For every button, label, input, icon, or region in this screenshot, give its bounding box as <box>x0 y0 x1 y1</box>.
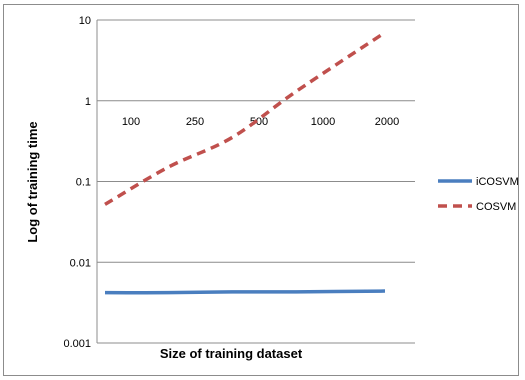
x-axis-title: Size of training dataset <box>160 346 303 361</box>
series-lines <box>104 31 386 295</box>
grid-lines <box>96 19 415 344</box>
legend-label: COSVM <box>476 201 516 213</box>
y-tick-label: 0.01 <box>70 257 91 269</box>
legend: iCOSVM COSVM <box>438 176 519 213</box>
series-line-icosvm <box>104 289 386 295</box>
x-tick-label: 100 <box>122 116 140 128</box>
x-axis-ticks: 100 250 500 1000 2000 <box>122 116 399 128</box>
x-tick-label: 1000 <box>311 116 335 128</box>
chart-frame <box>3 4 519 376</box>
x-tick-label: 250 <box>186 116 204 128</box>
series-line-cosvm <box>104 31 386 206</box>
legend-label: iCOSVM <box>476 176 519 188</box>
x-tick-label: 500 <box>250 116 268 128</box>
y-axis-ticks: 10 1 0.1 0.01 0.001 <box>63 15 91 350</box>
y-tick-label: 1 <box>85 96 91 108</box>
y-tick-label: 10 <box>79 15 91 27</box>
x-tick-label: 2000 <box>375 116 399 128</box>
y-tick-label: 0.1 <box>76 177 91 189</box>
y-tick-label: 0.001 <box>63 338 91 350</box>
y-axis-title: Log of training time <box>25 121 40 242</box>
